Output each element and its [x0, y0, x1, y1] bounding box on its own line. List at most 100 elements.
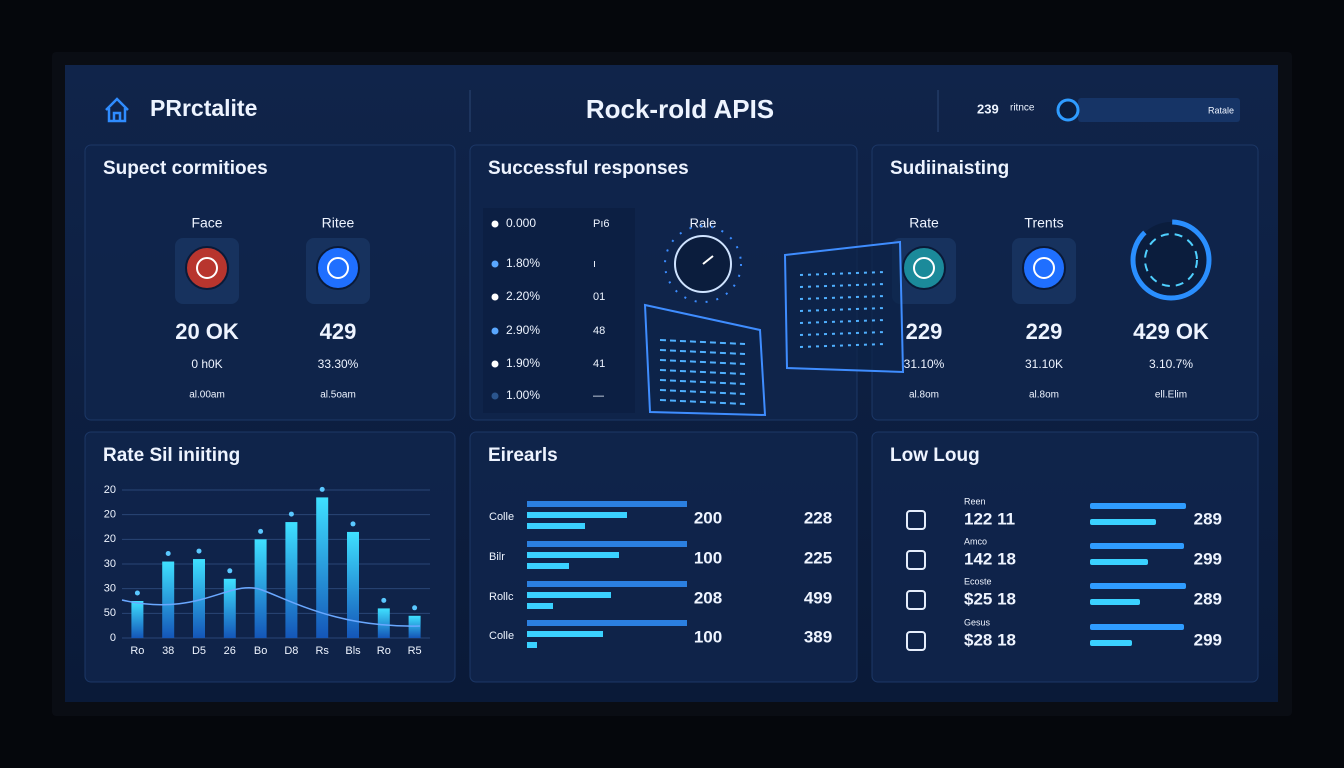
x-tick-label: Ro	[130, 645, 144, 657]
row-bar	[527, 501, 687, 507]
metric-sub: 0 h0K	[191, 357, 222, 371]
tablet-line	[799, 283, 886, 288]
tablet-line	[659, 349, 746, 355]
gauge-inner	[1144, 233, 1198, 287]
bar	[408, 615, 421, 638]
row-count: Pı6	[593, 218, 610, 230]
home-icon[interactable]	[105, 97, 129, 123]
row-rate: 0.000	[506, 216, 536, 230]
row-bar	[527, 620, 687, 626]
metric-time: ell.Elim	[1155, 390, 1187, 401]
row-rate: 1.80%	[506, 256, 540, 270]
bar	[131, 601, 144, 638]
row-value: 499	[804, 588, 832, 607]
row-dot	[491, 293, 499, 301]
y-tick-label: 30	[104, 558, 116, 570]
row-bar	[527, 603, 553, 609]
panel	[871, 431, 1259, 683]
y-tick-label: 50	[104, 607, 116, 619]
row-value: 100	[694, 548, 722, 567]
metric-time: al.8om	[1029, 390, 1059, 401]
metric-value: 20 OK	[175, 319, 239, 344]
x-tick-label: Ro	[377, 645, 391, 657]
row-bar	[1090, 583, 1186, 589]
tablet-line	[659, 359, 746, 365]
row-value: 389	[804, 627, 832, 646]
bar-cap	[165, 551, 171, 557]
row-value: 122 11	[964, 509, 1015, 528]
tablet-line	[799, 271, 886, 276]
row-count: ı	[593, 258, 596, 270]
row-count: —	[593, 390, 604, 402]
icon	[316, 246, 360, 290]
icon	[185, 246, 229, 290]
x-tick-label: D8	[284, 645, 298, 657]
row-value: 299	[1194, 549, 1222, 568]
panel-title: Sudiinaisting	[890, 158, 1009, 179]
row-value: 100	[694, 627, 722, 646]
bar	[223, 578, 236, 638]
y-tick-label: 20	[104, 533, 116, 545]
icon	[902, 246, 946, 290]
row-bar	[527, 642, 537, 648]
metric-time: al.5oam	[320, 390, 356, 401]
metric-value: 429 OK	[1133, 319, 1209, 344]
y-tick-label: 0	[110, 632, 116, 644]
metric-value: 429	[320, 319, 357, 344]
row-value: $25 18	[964, 589, 1016, 608]
row-count: 41	[593, 358, 605, 370]
row-dot	[491, 327, 499, 335]
row-bar	[527, 523, 585, 529]
row-count: 48	[593, 325, 605, 337]
search-toggle[interactable]	[1056, 98, 1080, 122]
metric-sub: 31.10K	[1025, 357, 1063, 371]
bar	[347, 531, 359, 638]
row-rate: 1.00%	[506, 388, 540, 402]
row-bar	[527, 581, 687, 587]
search-bar[interactable]	[1078, 98, 1240, 122]
panel-title: Low Loug	[890, 445, 980, 466]
gauge-label: Rale	[690, 215, 717, 230]
x-tick-label: Rs	[315, 645, 329, 657]
bar	[316, 497, 329, 638]
row-bar	[527, 541, 687, 547]
bar-cap	[134, 590, 140, 596]
gauge-ring	[1130, 219, 1212, 301]
row-bar	[527, 563, 569, 569]
row-label: Gesus	[964, 617, 991, 627]
x-tick-label: 26	[224, 645, 236, 657]
row-bar	[527, 552, 619, 558]
row-icon	[906, 510, 926, 530]
tablet-line	[799, 307, 886, 312]
metric-label: Rate	[909, 215, 939, 231]
tablet-line	[659, 399, 746, 405]
y-tick-label: 30	[104, 583, 116, 595]
row-label: Bilr	[489, 551, 505, 563]
status-value: 239	[977, 101, 999, 116]
row-value: 299	[1194, 630, 1222, 649]
bar-cap	[288, 511, 294, 517]
panel-title: Rate Sil iniiting	[103, 445, 240, 466]
x-tick-label: 38	[162, 645, 174, 657]
tablet	[783, 240, 905, 374]
status-label: ritnce	[1010, 103, 1035, 114]
x-tick-label: Bo	[254, 645, 267, 657]
row-label: Colle	[489, 511, 514, 523]
panel	[84, 431, 456, 683]
icon	[1022, 246, 1066, 290]
row-dot	[491, 360, 499, 368]
bar-cap	[258, 528, 264, 534]
metric-label: Face	[191, 215, 222, 231]
row-bar	[1090, 543, 1184, 549]
tablet-line	[799, 331, 886, 336]
row-bar	[1090, 559, 1148, 565]
tablet-line	[659, 339, 746, 345]
row-value: $28 18	[964, 630, 1016, 649]
bar	[377, 608, 390, 638]
row-bar	[527, 512, 627, 518]
row-value: 142 18	[964, 549, 1016, 568]
panel	[469, 431, 858, 683]
